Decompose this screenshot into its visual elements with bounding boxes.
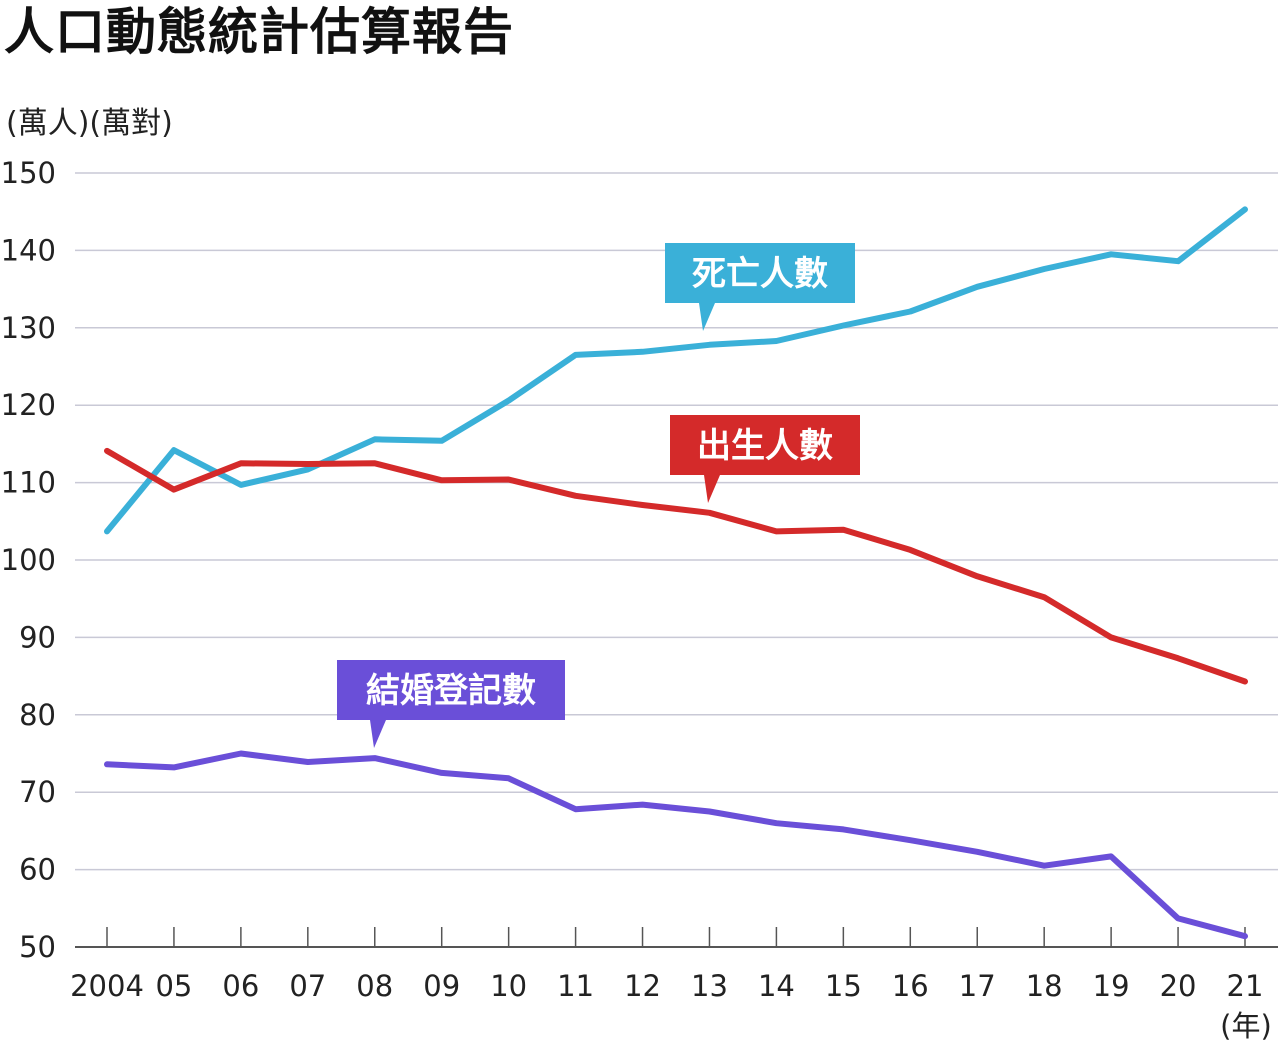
x-tick-label: 18 — [1026, 969, 1063, 1003]
y-tick-labels: 50 60 70 80 90 100 110 120 130 140 150 — [1, 156, 56, 964]
series-line-1 — [104, 447, 1248, 685]
callout-pointer — [370, 720, 386, 748]
series-callout-1: 出生人數 — [670, 415, 860, 503]
y-tick-label: 50 — [19, 930, 56, 964]
x-tick-label: 06 — [222, 969, 259, 1003]
x-tick-label: 10 — [490, 969, 527, 1003]
x-tick-label: 11 — [557, 969, 594, 1003]
x-tick-label: 07 — [289, 969, 326, 1003]
series-line-2 — [104, 750, 1248, 940]
x-tick-label: 17 — [959, 969, 996, 1003]
callout-box — [337, 660, 565, 720]
x-tick-label: 08 — [356, 969, 393, 1003]
x-tick-label: 05 — [155, 969, 192, 1003]
y-axis-unit-label: (萬人)(萬對) — [6, 106, 173, 141]
x-axis-label: (年) — [1220, 1009, 1272, 1043]
callout-box — [670, 415, 860, 475]
x-tick-label: 09 — [423, 969, 460, 1003]
y-tick-label: 80 — [19, 698, 56, 732]
x-tick-label: 14 — [758, 969, 795, 1003]
y-tick-label: 120 — [1, 388, 56, 422]
y-tick-label: 130 — [1, 311, 56, 345]
callout-pointer — [704, 475, 720, 503]
y-tick-label: 150 — [1, 156, 56, 190]
series-name-label: 結婚登記數 — [366, 671, 536, 711]
y-tick-label: 110 — [1, 466, 56, 500]
y-tick-label: 140 — [1, 233, 56, 267]
x-tick-label: 19 — [1093, 969, 1130, 1003]
x-tick-labels: 2004 05 06 07 08 09 10 11 12 13 14 15 16 17 18 19 20 21 — [70, 969, 1263, 1003]
y-tick-label: 60 — [19, 853, 56, 887]
x-tick-label: 20 — [1160, 969, 1197, 1003]
x-tick-label: 15 — [825, 969, 862, 1003]
series-layer — [104, 206, 1248, 940]
series-line-0 — [104, 206, 1248, 535]
x-tick-label: 2004 — [70, 969, 144, 1003]
x-tick-label: 12 — [624, 969, 661, 1003]
y-tick-label: 90 — [19, 620, 56, 654]
series-callout-0: 死亡人數 — [665, 243, 855, 331]
callout-pointer — [699, 303, 715, 331]
series-name-label: 死亡人數 — [692, 254, 828, 294]
y-tick-label: 70 — [19, 775, 56, 809]
callout-box — [665, 243, 855, 303]
x-tick-label: 13 — [691, 969, 728, 1003]
series-name-label: 出生人數 — [697, 426, 833, 466]
x-tick-label: 16 — [892, 969, 929, 1003]
series-callout-2: 結婚登記數 — [337, 660, 565, 748]
grid-layer — [75, 172, 1278, 948]
chart-title: 人口動態統計估算報告 — [4, 3, 514, 61]
y-tick-label: 100 — [1, 543, 56, 577]
x-tick-label: 21 — [1227, 969, 1264, 1003]
